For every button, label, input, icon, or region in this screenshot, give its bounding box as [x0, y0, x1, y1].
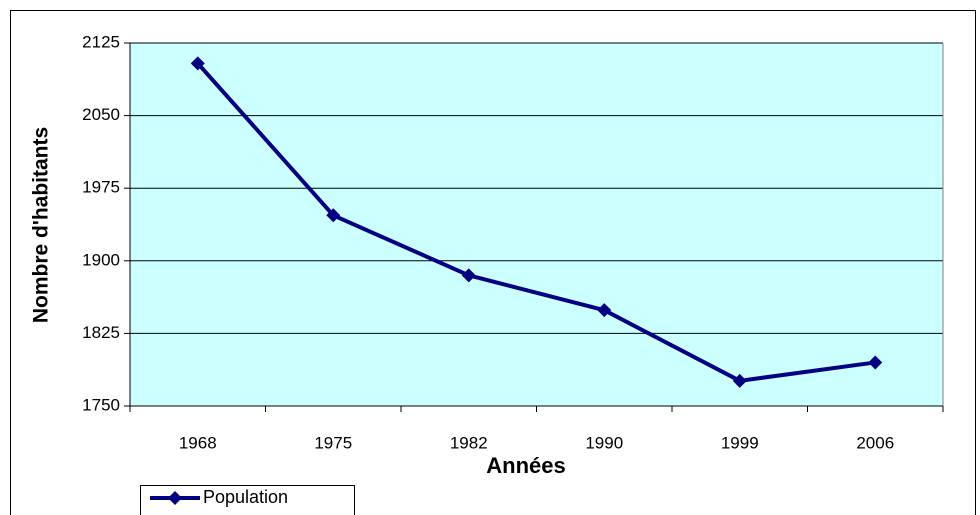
- plot-area: [130, 43, 943, 406]
- y-tick-label: 1750: [82, 395, 120, 414]
- x-tick-label: 1975: [314, 433, 352, 452]
- y-tick-label: 1825: [82, 323, 120, 342]
- x-axis-label: Années: [486, 453, 565, 478]
- x-tick-label: 1990: [585, 433, 623, 452]
- data-line: [196, 61, 876, 383]
- data-point: [326, 208, 341, 223]
- data-point: [732, 373, 747, 388]
- legend-label: Population: [203, 487, 288, 507]
- x-tick-label: 2006: [856, 433, 894, 452]
- x-tick-label: 1968: [179, 433, 217, 452]
- x-tick-label: 1999: [721, 433, 759, 452]
- data-point: [597, 303, 612, 318]
- y-axis-label: Nombre d'habitants: [30, 127, 53, 323]
- y-tick-label: 2050: [82, 105, 120, 124]
- data-point: [461, 268, 476, 283]
- y-tick-label: 1900: [82, 250, 120, 269]
- y-tick-label: 2125: [82, 32, 120, 51]
- legend-marker: [168, 491, 182, 505]
- data-point: [868, 355, 883, 370]
- data-point: [190, 56, 205, 71]
- x-tick-label: 1982: [450, 433, 488, 452]
- y-tick-label: 1975: [82, 178, 120, 197]
